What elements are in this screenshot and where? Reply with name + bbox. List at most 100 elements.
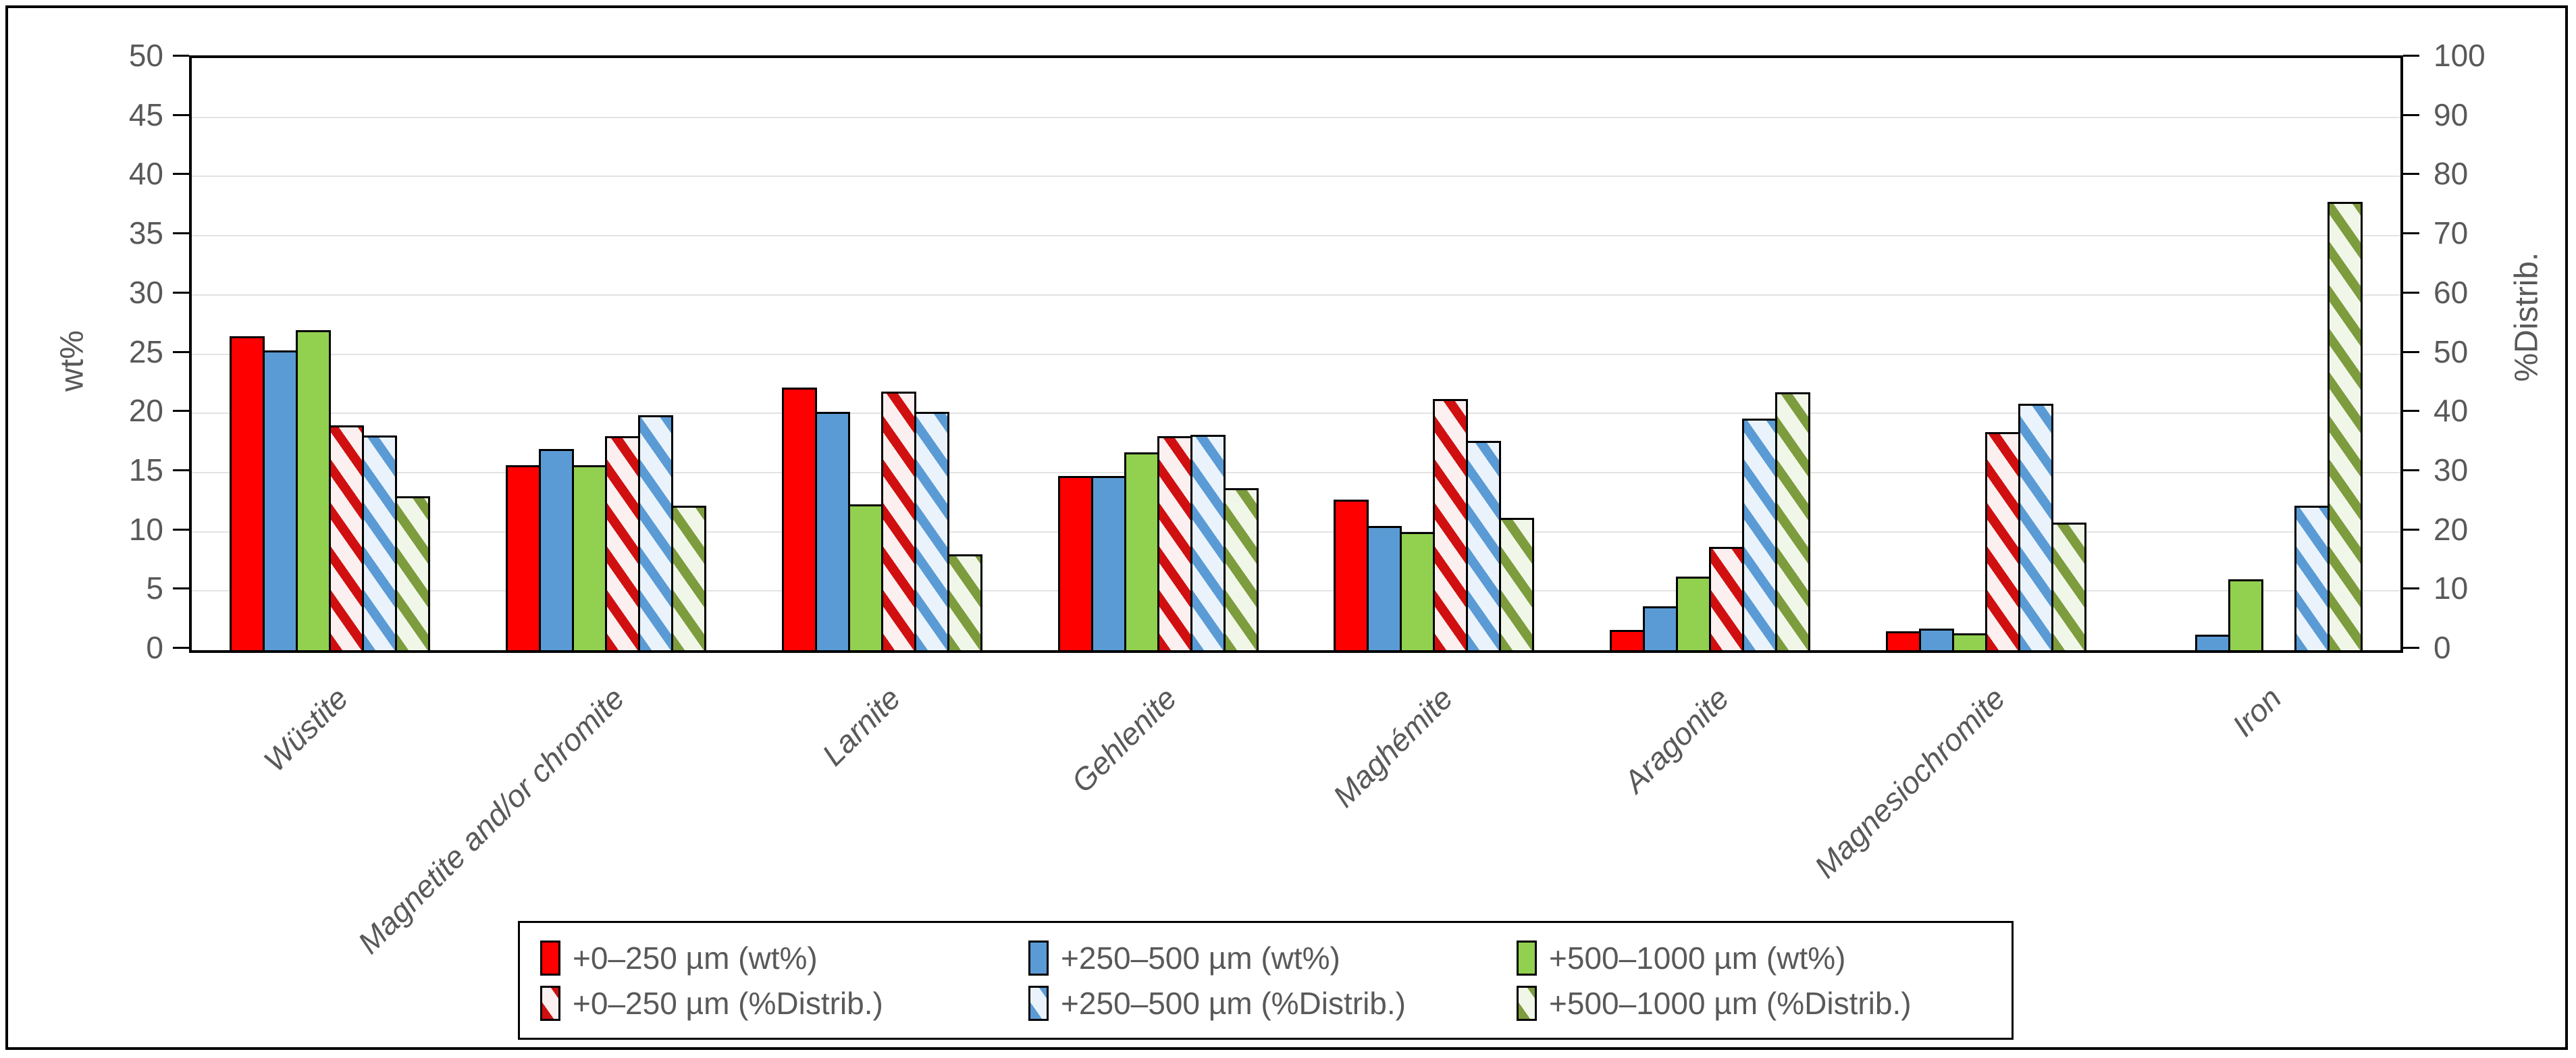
bar [262, 350, 298, 650]
right-axis-tick-label: 80 [2434, 156, 2469, 192]
gridline [192, 353, 2400, 355]
legend-swatch-hatch-green [1517, 985, 1537, 1021]
right-axis-tick-label: 90 [2434, 97, 2469, 132]
bar [1367, 525, 1402, 650]
x-category-label: Magnetite and/or chromite [351, 680, 631, 961]
bar [2228, 579, 2264, 650]
bar [2294, 506, 2330, 650]
bar [1775, 392, 1811, 650]
legend-item: +250–500 µm (%Distrib.) [1028, 985, 1517, 1022]
legend-item: +250–500 µm (wt%) [1028, 940, 1517, 976]
right-axis-tick-label: 50 [2434, 334, 2469, 369]
bar [947, 554, 982, 650]
bar-group-magh-mite [1296, 58, 1573, 650]
right-axis-tick [2403, 173, 2419, 176]
left-axis-tick-label: 30 [128, 274, 163, 310]
legend-label: +0–250 µm (%Distrib.) [573, 985, 883, 1021]
gridline [192, 116, 2400, 118]
right-axis-tick [2403, 291, 2419, 294]
bar-group-magnesiochromite [1848, 58, 2124, 650]
bar [1466, 441, 1502, 650]
right-axis-tick [2403, 410, 2419, 413]
x-category-label: Maghémite [1325, 680, 1460, 814]
right-axis-tick-label: 30 [2434, 452, 2469, 487]
bar [637, 415, 673, 650]
gridline [192, 235, 2400, 237]
bar [2051, 522, 2087, 650]
bar [671, 506, 706, 650]
x-category-label: Aragonite [1616, 680, 1736, 799]
left-axis-tick-label: 35 [128, 215, 163, 251]
bar [1499, 518, 1535, 650]
right-axis-tick-label: 0 [2434, 630, 2451, 665]
left-axis-tick-label: 0 [146, 630, 163, 665]
bar [1334, 500, 1369, 650]
left-axis-title: wt% [54, 330, 90, 392]
bar [538, 448, 574, 650]
bar [1709, 547, 1745, 650]
right-axis-tick-label: 20 [2434, 511, 2469, 547]
bar-group-magnetite-and-or-chromite [468, 58, 744, 650]
legend-label: +250–500 µm (%Distrib.) [1061, 985, 1406, 1021]
bar [781, 387, 817, 650]
gridline [192, 531, 2400, 533]
bar [1643, 606, 1679, 650]
bar [847, 504, 883, 650]
left-axis-tick-label: 10 [128, 511, 163, 547]
bar [1610, 630, 1646, 650]
bar [1190, 434, 1226, 650]
bar-group-w-stite [192, 58, 468, 650]
left-axis-tick [173, 587, 189, 590]
bar [295, 330, 331, 650]
legend-swatch-fill-red [540, 940, 560, 976]
bar [2328, 202, 2363, 650]
left-axis-tick [173, 291, 189, 294]
bar [1919, 629, 1955, 650]
right-axis-tick [2403, 647, 2419, 649]
legend-label: +500–1000 µm (wt%) [1549, 940, 1846, 976]
right-axis-tick-label: 40 [2434, 393, 2469, 429]
chart-frame: 0 5 10 15 20 25 30 35 40 45 50 0 10 20 30 40 50 60 70 80 90… [5, 5, 2568, 1050]
legend-swatch-hatch-blue [1028, 985, 1049, 1021]
legend-swatch-hatch-red [540, 985, 560, 1021]
bar [914, 412, 949, 650]
right-axis-tick-label: 100 [2434, 38, 2486, 73]
bar [1090, 476, 1126, 650]
bar [1886, 631, 1922, 650]
right-axis-tick-label: 10 [2434, 571, 2469, 606]
left-axis-tick [173, 528, 189, 531]
left-axis-tick-label: 50 [128, 38, 163, 73]
bar [229, 336, 265, 650]
bar [1223, 487, 1259, 650]
bar [1433, 399, 1469, 650]
bar [880, 391, 916, 650]
bar [1057, 476, 1093, 650]
right-axis-tick-label: 70 [2434, 215, 2469, 251]
x-category-label: Iron [2225, 680, 2288, 743]
legend-item: +500–1000 µm (wt%) [1517, 940, 2005, 976]
legend: +0–250 µm (wt%) +250–500 µm (wt%) +500–100… [518, 921, 2014, 1040]
x-category-label: Gehlenite [1064, 680, 1184, 799]
x-category-label: Wüstite [257, 680, 355, 778]
bar [1400, 531, 1436, 650]
bar-group-larnite [744, 58, 1020, 650]
left-axis-tick-label: 20 [128, 393, 163, 429]
left-axis-tick-label: 45 [128, 97, 163, 132]
bar-group-aragonite [1572, 58, 1848, 650]
right-axis-tick-label: 60 [2434, 274, 2469, 310]
left-axis-tick [173, 232, 189, 235]
left-axis-tick [173, 647, 189, 649]
gridline [192, 590, 2400, 592]
plot-area [189, 55, 2403, 653]
gridline [192, 294, 2400, 296]
bar [1952, 633, 1988, 650]
bar [814, 412, 850, 650]
bar [1157, 435, 1192, 650]
right-axis-title: %Distrib. [2508, 252, 2545, 382]
left-axis-tick [173, 55, 189, 57]
gridline [192, 471, 2400, 473]
legend-swatch-fill-blue [1028, 940, 1049, 976]
legend-label: +250–500 µm (wt%) [1061, 940, 1340, 976]
left-axis-tick [173, 410, 189, 413]
legend-item: +0–250 µm (%Distrib.) [540, 985, 1028, 1022]
